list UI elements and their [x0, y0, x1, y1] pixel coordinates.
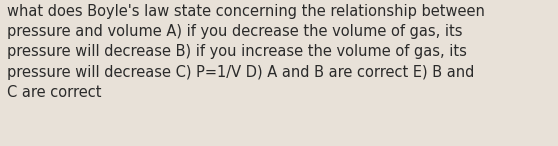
Text: what does Boyle's law state concerning the relationship between
pressure and vol: what does Boyle's law state concerning t… [7, 4, 485, 100]
